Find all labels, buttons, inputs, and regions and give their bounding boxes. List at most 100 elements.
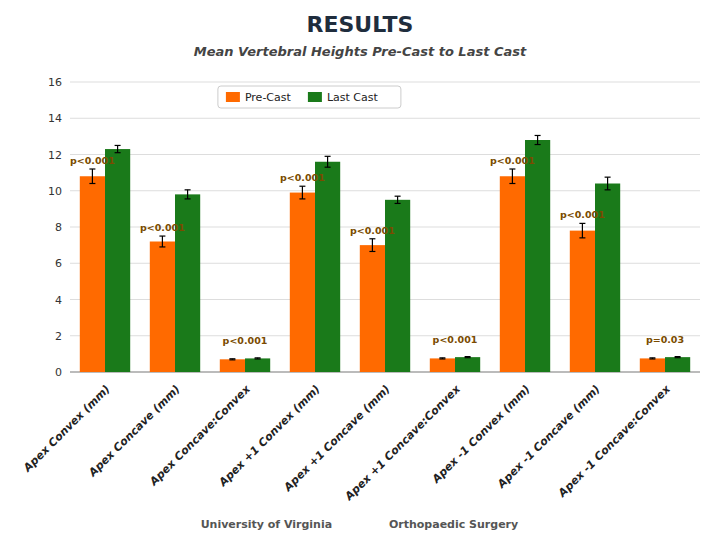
error-bar [439, 358, 445, 359]
bar [430, 358, 455, 372]
bar [665, 357, 690, 372]
grid-line [70, 82, 700, 83]
error-bar [89, 169, 95, 184]
annotation: p<0.001 [490, 155, 535, 166]
error-cap [89, 168, 95, 169]
legend-swatch [226, 92, 240, 102]
error-cap [299, 186, 305, 187]
error-cap [535, 144, 541, 145]
error-cap [579, 237, 585, 238]
category-label: Apex +1 Concave:Convex [342, 382, 464, 504]
tick-label: 14 [48, 112, 62, 125]
bar [455, 357, 480, 372]
legend-label: Pre-Cast [245, 91, 292, 104]
error-bar [465, 357, 471, 358]
error-cap [369, 238, 375, 239]
error-bar [395, 196, 401, 203]
footer: University of VirginiaOrthopaedic Surger… [201, 518, 519, 531]
error-cap [299, 198, 305, 199]
error-stem [537, 135, 538, 144]
bar [105, 149, 130, 372]
error-cap [159, 246, 165, 247]
error-cap [605, 189, 611, 190]
bar [500, 176, 525, 372]
series [80, 169, 665, 372]
error-bar [579, 223, 585, 238]
error-bar [185, 190, 191, 199]
legend-label: Last Cast [327, 91, 379, 104]
error-stem [397, 196, 398, 203]
annotation: p<0.001 [433, 334, 478, 345]
error-cap [465, 356, 471, 357]
legend-box [218, 86, 401, 108]
error-stem [582, 223, 583, 238]
error-cap [369, 251, 375, 252]
annotation: p<0.001 [560, 209, 605, 220]
error-cap [649, 357, 655, 358]
bar [290, 193, 315, 372]
error-cap [579, 223, 585, 224]
error-cap [229, 358, 235, 359]
error-cap [395, 203, 401, 204]
subtitle: Mean Vertebral Heights Pre-Cast to Last … [194, 44, 527, 59]
error-bar [649, 358, 655, 359]
title: RESULTS [307, 12, 414, 37]
error-bar [159, 236, 165, 247]
error-cap [159, 235, 165, 236]
error-cap [255, 357, 261, 358]
bar [570, 231, 595, 372]
tick-label: 16 [48, 76, 62, 89]
tick-label: 6 [55, 257, 62, 270]
error-cap [439, 357, 445, 358]
error-cap [509, 183, 515, 184]
error-stem [302, 186, 303, 199]
error-cap [89, 183, 95, 184]
tick-label: 10 [48, 185, 62, 198]
error-cap [325, 156, 331, 157]
annotation: p<0.001 [223, 335, 268, 346]
bar [360, 245, 385, 372]
tick-label: 4 [55, 294, 62, 307]
error-cap [255, 358, 261, 359]
tick-label: 0 [55, 366, 62, 379]
bar [640, 358, 665, 372]
error-bar [325, 156, 331, 167]
error-cap [465, 357, 471, 358]
error-stem [117, 145, 118, 152]
y-axis: 0246810121416 [48, 76, 700, 379]
error-bar [675, 357, 681, 358]
annotation: p<0.001 [280, 172, 325, 183]
error-stem [512, 169, 513, 184]
chart: RESULTS Mean Vertebral Heights Pre-Cast t… [0, 0, 720, 540]
bar [220, 359, 245, 372]
legend-swatch [308, 92, 322, 102]
bar [80, 176, 105, 372]
error-stem [162, 236, 163, 247]
bar [525, 140, 550, 372]
error-cap [115, 152, 121, 153]
category-label: Apex -1 Concave:Convex [555, 382, 673, 500]
grid-line [70, 154, 700, 155]
error-bar [229, 359, 235, 360]
error-cap [649, 358, 655, 359]
error-cap [675, 356, 681, 357]
error-bar [509, 169, 515, 184]
series [105, 135, 690, 372]
error-bar [115, 145, 121, 152]
tick-label: 2 [55, 330, 62, 343]
grid-line [70, 118, 700, 119]
error-bar [255, 358, 261, 359]
error-cap [115, 145, 121, 146]
error-bar [299, 186, 305, 199]
error-bar [535, 135, 541, 144]
bar [315, 162, 340, 372]
error-stem [372, 239, 373, 252]
marks [80, 135, 690, 372]
error-cap [185, 189, 191, 190]
error-cap [325, 167, 331, 168]
legend: Pre-Cast Last Cast [218, 86, 401, 108]
bar [175, 194, 200, 372]
error-cap [675, 357, 681, 358]
footer-text: Orthopaedic Surgery [389, 518, 518, 531]
error-stem [187, 190, 188, 199]
